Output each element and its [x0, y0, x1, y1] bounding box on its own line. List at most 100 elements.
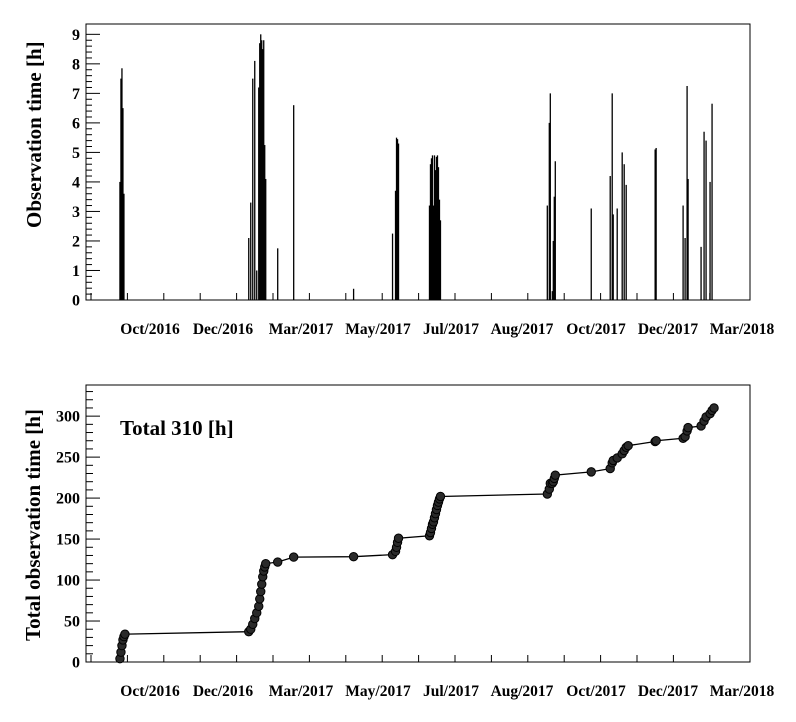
- bar: [551, 291, 553, 300]
- x-tick-label: Mar/2017: [269, 683, 334, 700]
- y-tick-label: 2: [72, 233, 80, 250]
- y-tick-label: 1: [72, 263, 80, 280]
- bar: [612, 214, 614, 300]
- data-point: [120, 629, 130, 639]
- x-tick-label: May/2017: [345, 321, 411, 338]
- x-tick-label: Mar/2017: [269, 321, 334, 338]
- bar: [293, 105, 295, 301]
- bar: [262, 49, 264, 301]
- data-point: [683, 422, 693, 433]
- bar: [263, 40, 265, 301]
- bar: [548, 122, 550, 300]
- x-tick-label: Oct/2017: [566, 683, 626, 700]
- bar: [277, 248, 279, 300]
- bar: [437, 167, 440, 300]
- total-annotation: Total 310 [h]: [120, 416, 234, 440]
- top-plot-frame: [85, 23, 751, 301]
- y-tick-label: 8: [72, 56, 80, 73]
- bar: [396, 139, 399, 300]
- y-tick-label: 3: [72, 204, 80, 221]
- top-y-axis-label: Observation time [h]: [22, 41, 46, 228]
- top-x-axis-ticks: Oct/2016 Dec/2016 Mar/2017 May/2017 Jul/2017…: [90, 293, 775, 338]
- x-tick-label: Aug/2017: [491, 321, 554, 338]
- top-bars-group: [119, 34, 713, 301]
- cumulative-points-group: [115, 403, 719, 664]
- bar: [700, 246, 702, 300]
- total-observation-time-panel: 0 50 100 150 200 250 300 Oct/2016 Dec/2016 Mar/2…: [21, 384, 775, 700]
- bar: [621, 152, 623, 300]
- bar: [252, 78, 254, 300]
- bar: [254, 60, 256, 301]
- bar: [711, 103, 713, 300]
- data-point: [393, 533, 404, 543]
- bar: [554, 161, 556, 300]
- bar: [428, 205, 431, 300]
- bar: [395, 137, 398, 300]
- x-tick-label: Dec/2016: [193, 321, 254, 338]
- observation-time-panel: 0 1 2 3 4 5 6 7 8 9 Oct/2016 Dec/2016 Mar/2017 May/2…: [22, 23, 775, 338]
- x-tick-label: Dec/2017: [638, 683, 699, 700]
- y-tick-label: 6: [72, 115, 80, 132]
- x-tick-label: Jul/2017: [423, 321, 479, 338]
- bar: [429, 164, 432, 300]
- y-tick-label: 50: [64, 614, 80, 631]
- bar: [616, 208, 618, 300]
- data-point: [651, 436, 661, 446]
- x-tick-label: May/2017: [345, 683, 411, 700]
- data-point: [288, 552, 299, 562]
- x-tick-label: Aug/2017: [491, 683, 554, 700]
- bar: [121, 68, 123, 300]
- bottom-y-axis-ticks: 0 50 100 150 200 250 300: [56, 391, 100, 672]
- bar: [259, 43, 261, 300]
- bar: [258, 87, 260, 300]
- bar: [265, 178, 267, 300]
- bar: [609, 176, 611, 300]
- bar: [394, 190, 397, 300]
- bar: [590, 208, 592, 300]
- bar: [391, 233, 394, 300]
- bar: [705, 140, 707, 300]
- y-tick-label: 200: [56, 491, 80, 508]
- bar: [119, 181, 121, 300]
- bar: [261, 40, 263, 301]
- bar: [123, 193, 125, 300]
- data-point: [586, 467, 596, 477]
- bar: [264, 145, 266, 300]
- y-tick-label: 0: [72, 655, 80, 672]
- bar: [625, 184, 627, 300]
- bar: [709, 181, 711, 300]
- y-tick-label: 0: [72, 293, 80, 310]
- top-y-axis-ticks: 0 1 2 3 4 5 6 7 8 9: [72, 27, 100, 310]
- bar: [397, 143, 400, 300]
- bar: [435, 156, 438, 300]
- x-tick-label: Oct/2016: [120, 321, 180, 338]
- bar: [248, 238, 250, 300]
- bar: [654, 149, 656, 300]
- bar: [439, 220, 442, 300]
- bar: [431, 155, 434, 300]
- y-tick-label: 4: [72, 174, 80, 191]
- bar: [250, 202, 252, 300]
- data-point: [709, 403, 719, 413]
- bottom-plot-frame: [85, 384, 751, 663]
- y-tick-label: 7: [72, 86, 80, 103]
- bar: [549, 93, 551, 301]
- data-point: [261, 558, 271, 569]
- bar: [684, 238, 686, 300]
- bar: [120, 78, 122, 300]
- bar: [260, 34, 262, 300]
- bar: [682, 205, 684, 300]
- y-tick-label: 5: [72, 145, 80, 162]
- data-point: [623, 440, 633, 451]
- data-point: [348, 551, 359, 562]
- bar: [434, 170, 437, 300]
- bar: [655, 147, 657, 300]
- y-tick-label: 9: [72, 27, 80, 44]
- bar: [436, 155, 439, 300]
- bar: [553, 196, 555, 300]
- x-tick-label: Dec/2016: [193, 683, 254, 700]
- y-tick-label: 150: [56, 532, 80, 549]
- data-point: [435, 491, 446, 502]
